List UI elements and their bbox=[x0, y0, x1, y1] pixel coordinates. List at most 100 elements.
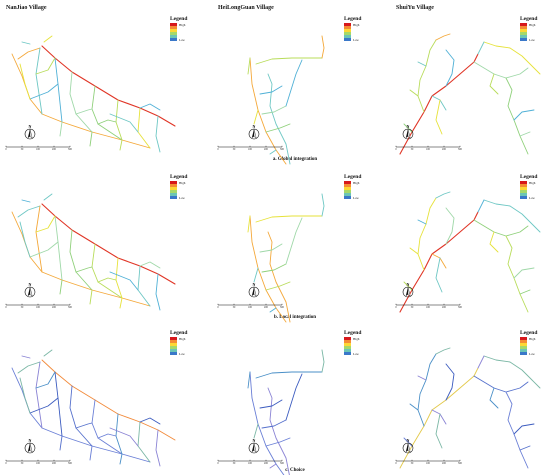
scale-label: 100 bbox=[36, 306, 41, 309]
scale-bar-heilongguan: 0 50 100 200 300 bbox=[217, 303, 285, 309]
street-segment bbox=[513, 423, 535, 435]
caption-local-integration: b. Local integration bbox=[274, 315, 316, 320]
street-segment bbox=[97, 277, 117, 283]
map-panels: LegendHighLowLegendHighLowLegendHighLowN… bbox=[5, 16, 541, 475]
legend-swatch bbox=[520, 349, 527, 352]
street-segment bbox=[477, 355, 485, 369]
legend-swatch bbox=[520, 32, 527, 35]
scale-label: 300 bbox=[280, 148, 285, 151]
legend-title: Legend bbox=[520, 174, 537, 180]
legend-title: Legend bbox=[170, 174, 187, 180]
street-segment bbox=[75, 266, 93, 273]
north-arrow-icon: N bbox=[24, 438, 36, 454]
north-arrow-icon: N bbox=[248, 124, 260, 140]
street-segment bbox=[435, 347, 451, 355]
street-segment bbox=[435, 413, 443, 449]
scale-label: 200 bbox=[52, 462, 57, 465]
legend-swatch bbox=[170, 196, 177, 199]
street-segment bbox=[435, 33, 451, 41]
legend-low: Low bbox=[353, 352, 360, 356]
legend-high: High bbox=[179, 181, 186, 185]
legend-swatch bbox=[170, 29, 177, 32]
north-label: N bbox=[407, 282, 410, 287]
scale-label: 100 bbox=[36, 462, 41, 465]
legend-low: Low bbox=[529, 38, 536, 42]
legend-swatch bbox=[170, 26, 177, 29]
legend-swatch bbox=[170, 193, 177, 196]
street-segment bbox=[519, 445, 531, 451]
legend-swatch bbox=[344, 349, 351, 352]
street-segment bbox=[409, 89, 419, 97]
legend-swatch bbox=[520, 190, 527, 193]
street-segment bbox=[139, 103, 161, 111]
map-row-2: LegendHighLowLegendHighLowLegendHighLowN… bbox=[5, 174, 541, 323]
street-segment bbox=[417, 39, 437, 113]
map-row-3: LegendHighLowLegendHighLowLegendHighLowN… bbox=[5, 330, 541, 475]
nanjiao-street-network bbox=[11, 193, 176, 311]
scale-bar-heilongguan: 0 50 100 200 300 bbox=[217, 145, 285, 151]
legend-high: High bbox=[179, 337, 186, 341]
scale-label: 50 bbox=[21, 462, 24, 465]
street-segment bbox=[505, 235, 529, 313]
street-segment bbox=[321, 193, 325, 217]
legend-swatch bbox=[344, 340, 351, 343]
north-label: N bbox=[407, 438, 410, 443]
legend-swatch bbox=[344, 184, 351, 187]
scale-label: 0 bbox=[395, 462, 397, 465]
scale-bar-shuiyu: 0 50 100 200 300 bbox=[395, 459, 463, 465]
street-segment bbox=[253, 109, 259, 125]
scale-label: 300 bbox=[68, 462, 73, 465]
legend-swatch bbox=[344, 193, 351, 196]
street-segment bbox=[267, 387, 290, 475]
street-segment bbox=[29, 397, 59, 414]
scale-label: 200 bbox=[52, 148, 57, 151]
street-segment bbox=[253, 267, 259, 283]
street-segment bbox=[267, 73, 291, 165]
street-segment bbox=[91, 399, 123, 455]
scale-label: 100 bbox=[426, 462, 431, 465]
street-segment bbox=[109, 271, 139, 291]
scale-label: 50 bbox=[411, 148, 414, 151]
scale-bar-nanjiao: 0 50 100 200 300 bbox=[5, 459, 73, 465]
street-segment bbox=[109, 427, 139, 447]
legend-swatch bbox=[520, 29, 527, 32]
scale-bar-shuiyu: 0 50 100 200 300 bbox=[395, 145, 463, 151]
street-segment bbox=[11, 211, 151, 307]
street-segment bbox=[259, 399, 283, 409]
scale-label: 100 bbox=[248, 306, 253, 309]
street-segment bbox=[41, 359, 176, 441]
scale-label: 100 bbox=[426, 306, 431, 309]
legend-swatch bbox=[344, 346, 351, 349]
legend-title: Legend bbox=[344, 16, 361, 22]
street-segment bbox=[473, 375, 529, 393]
street-segment bbox=[139, 261, 161, 269]
street-segment bbox=[69, 71, 93, 133]
legend-swatch bbox=[170, 190, 177, 193]
scale-label: 100 bbox=[426, 148, 431, 151]
legend-swatch bbox=[520, 187, 527, 190]
legend-swatch bbox=[520, 23, 527, 26]
legend-swatch bbox=[170, 38, 177, 41]
street-segment bbox=[473, 219, 529, 237]
legend-swatch bbox=[344, 343, 351, 346]
north-label: N bbox=[253, 124, 256, 129]
street-segment bbox=[417, 197, 437, 271]
street-segment bbox=[259, 243, 283, 253]
legend-swatch bbox=[520, 346, 527, 349]
street-segment bbox=[89, 289, 93, 305]
street-segment bbox=[89, 131, 93, 147]
legend-swatch bbox=[170, 184, 177, 187]
legend-high: High bbox=[353, 181, 360, 185]
scale-label: 300 bbox=[458, 462, 463, 465]
legend-swatch bbox=[170, 187, 177, 190]
legend-swatch bbox=[170, 32, 177, 35]
scale-label: 0 bbox=[217, 306, 219, 309]
north-arrow-icon: N bbox=[24, 282, 36, 298]
legend-swatch bbox=[520, 181, 527, 184]
street-segment bbox=[35, 57, 56, 75]
shuiyu-street-network bbox=[399, 191, 541, 313]
street-segment bbox=[285, 217, 303, 265]
